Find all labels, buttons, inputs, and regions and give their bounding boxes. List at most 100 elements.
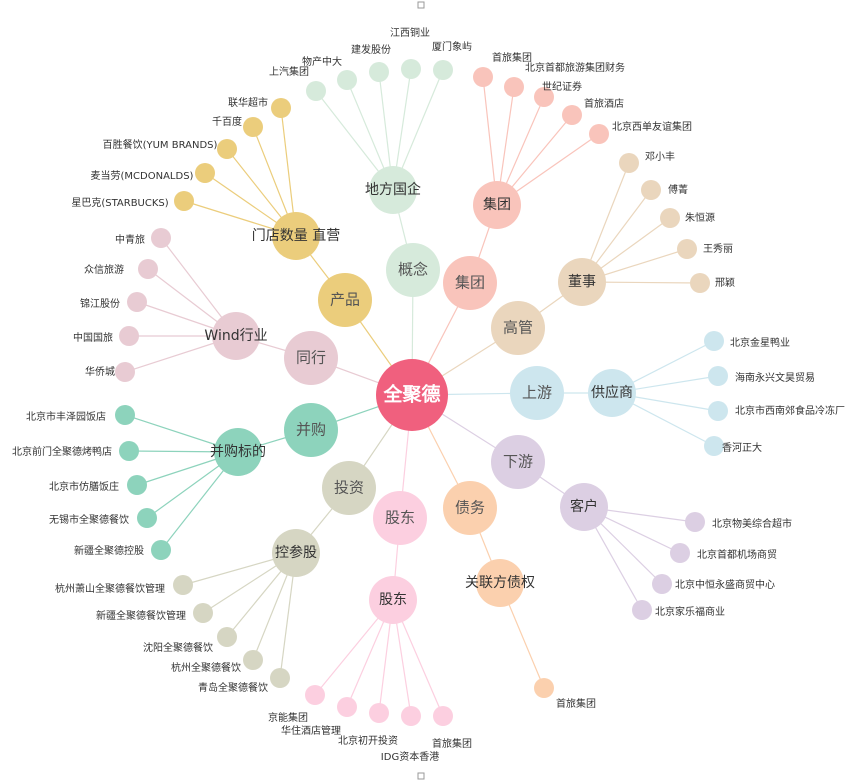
leaf-label: 麦当劳(MCDONALDS) — [91, 169, 194, 182]
leaf-node — [115, 362, 135, 382]
leaf-label: 北京首都机场商贸 — [697, 548, 777, 561]
leaf-node — [151, 540, 171, 560]
leaf-node — [127, 475, 147, 495]
leaf-node — [534, 678, 554, 698]
branch-label: 下游 — [503, 453, 533, 471]
leaf-node — [677, 239, 697, 259]
leaf-label: 朱恒源 — [685, 211, 715, 224]
leaf-node — [534, 87, 554, 107]
leaf-label: 北京首都旅游集团财务 — [525, 61, 625, 74]
branch-node — [491, 435, 545, 489]
leaf-node — [193, 603, 213, 623]
branch-node — [491, 301, 545, 355]
leaf-label: 海南永兴文昊贸易 — [735, 371, 815, 384]
group-label: 并购标的 — [210, 444, 266, 460]
leaf-label: 王秀丽 — [703, 243, 733, 255]
leaf-node — [641, 180, 661, 200]
leaf-node — [652, 574, 672, 594]
leaf-label: 邓小丰 — [645, 150, 675, 163]
leaf-node — [115, 405, 135, 425]
leaf-node — [708, 401, 728, 421]
center-node — [376, 359, 448, 431]
group-node — [473, 181, 521, 229]
leaf-label: 新疆全聚德餐饮管理 — [96, 609, 186, 622]
leaf-node — [305, 685, 325, 705]
leaf-label: 北京物美综合超市 — [712, 517, 792, 530]
group-label: Wind行业 — [204, 328, 267, 344]
leaf-node — [243, 117, 263, 137]
branch-label: 债务 — [455, 499, 485, 517]
leaf-label: 北京金星鸭业 — [730, 336, 790, 349]
leaf-node — [217, 627, 237, 647]
leaf-label: 首旅集团 — [432, 737, 472, 750]
leaf-label: 邢颖 — [715, 276, 735, 289]
leaf-node — [151, 228, 171, 248]
leaf-node — [685, 512, 705, 532]
leaf-node — [173, 575, 193, 595]
group-label: 地方国企 — [365, 181, 421, 198]
leaf-node — [619, 153, 639, 173]
leaf-node — [270, 668, 290, 688]
leaf-label: 北京前门全聚德烤鸭店 — [12, 445, 112, 458]
branch-label: 概念 — [398, 261, 428, 279]
leaf-node — [243, 650, 263, 670]
branch-label: 股东 — [385, 509, 415, 527]
leaf-label: 北京市丰泽园饭店 — [26, 410, 106, 423]
leaf-node — [119, 441, 139, 461]
leaf-node — [401, 706, 421, 726]
leaf-label: 锦江股份 — [80, 297, 120, 310]
group-node — [560, 483, 608, 531]
leaf-label: 上汽集团 — [269, 65, 309, 78]
branch-node — [322, 461, 376, 515]
leaf-node — [337, 697, 357, 717]
group-node — [476, 559, 524, 607]
leaf-node — [138, 259, 158, 279]
group-label: 供应商 — [591, 384, 633, 401]
leaf-label: 北京市西南郊食品冷冻厂 — [735, 404, 845, 417]
leaf-node — [369, 703, 389, 723]
leaf-label: 北京中恒永盛商贸中心 — [675, 578, 775, 591]
leaf-node — [195, 163, 215, 183]
leaf-node — [217, 139, 237, 159]
group-label: 股东 — [379, 592, 407, 608]
group-label: 控参股 — [275, 544, 317, 561]
branch-label: 上游 — [522, 384, 552, 402]
leaf-label: 千百度 — [212, 115, 242, 128]
leaf-label: 星巴克(STARBUCKS) — [71, 197, 168, 209]
leaf-node — [306, 81, 326, 101]
group-node — [212, 312, 260, 360]
leaf-label: 物产中大 — [302, 55, 342, 68]
leaf-node — [704, 331, 724, 351]
branch-label: 高管 — [503, 319, 533, 337]
group-label: 集团 — [483, 196, 511, 213]
leaf-node — [137, 508, 157, 528]
branch-label: 产品 — [330, 291, 360, 309]
leaf-node — [562, 105, 582, 125]
leaf-label: 江西铜业 — [390, 27, 430, 39]
leaf-node — [589, 124, 609, 144]
group-node — [272, 212, 320, 260]
branch-node — [443, 256, 497, 310]
group-label: 关联方债权 — [465, 575, 535, 591]
leaf-label: 众信旅游 — [84, 263, 124, 276]
branch-node — [318, 273, 372, 327]
leaf-label: 北京初开投资 — [338, 734, 398, 747]
leaf-label: 青岛全聚德餐饮 — [198, 681, 268, 694]
leaf-label: 京能集团 — [268, 711, 308, 724]
leaf-label: 北京家乐福商业 — [655, 605, 725, 618]
leaf-label: 北京西单友谊集团 — [612, 120, 692, 133]
leaf-label: 首旅集团 — [492, 51, 532, 64]
group-label: 董事 — [568, 274, 596, 290]
leaf-label: IDG资本香港 — [381, 750, 439, 763]
leaf-node — [337, 70, 357, 90]
branch-node — [373, 491, 427, 545]
leaf-node — [704, 436, 724, 456]
leaf-node — [708, 366, 728, 386]
leaf-label: 首旅集团 — [556, 697, 596, 710]
leaf-label: 中青旅 — [115, 233, 145, 246]
leaf-label: 杭州萧山全聚德餐饮管理 — [55, 582, 165, 595]
branch-node — [284, 331, 338, 385]
leaf-label: 新疆全聚德控股 — [74, 544, 144, 557]
group-label: 客户 — [570, 498, 598, 515]
